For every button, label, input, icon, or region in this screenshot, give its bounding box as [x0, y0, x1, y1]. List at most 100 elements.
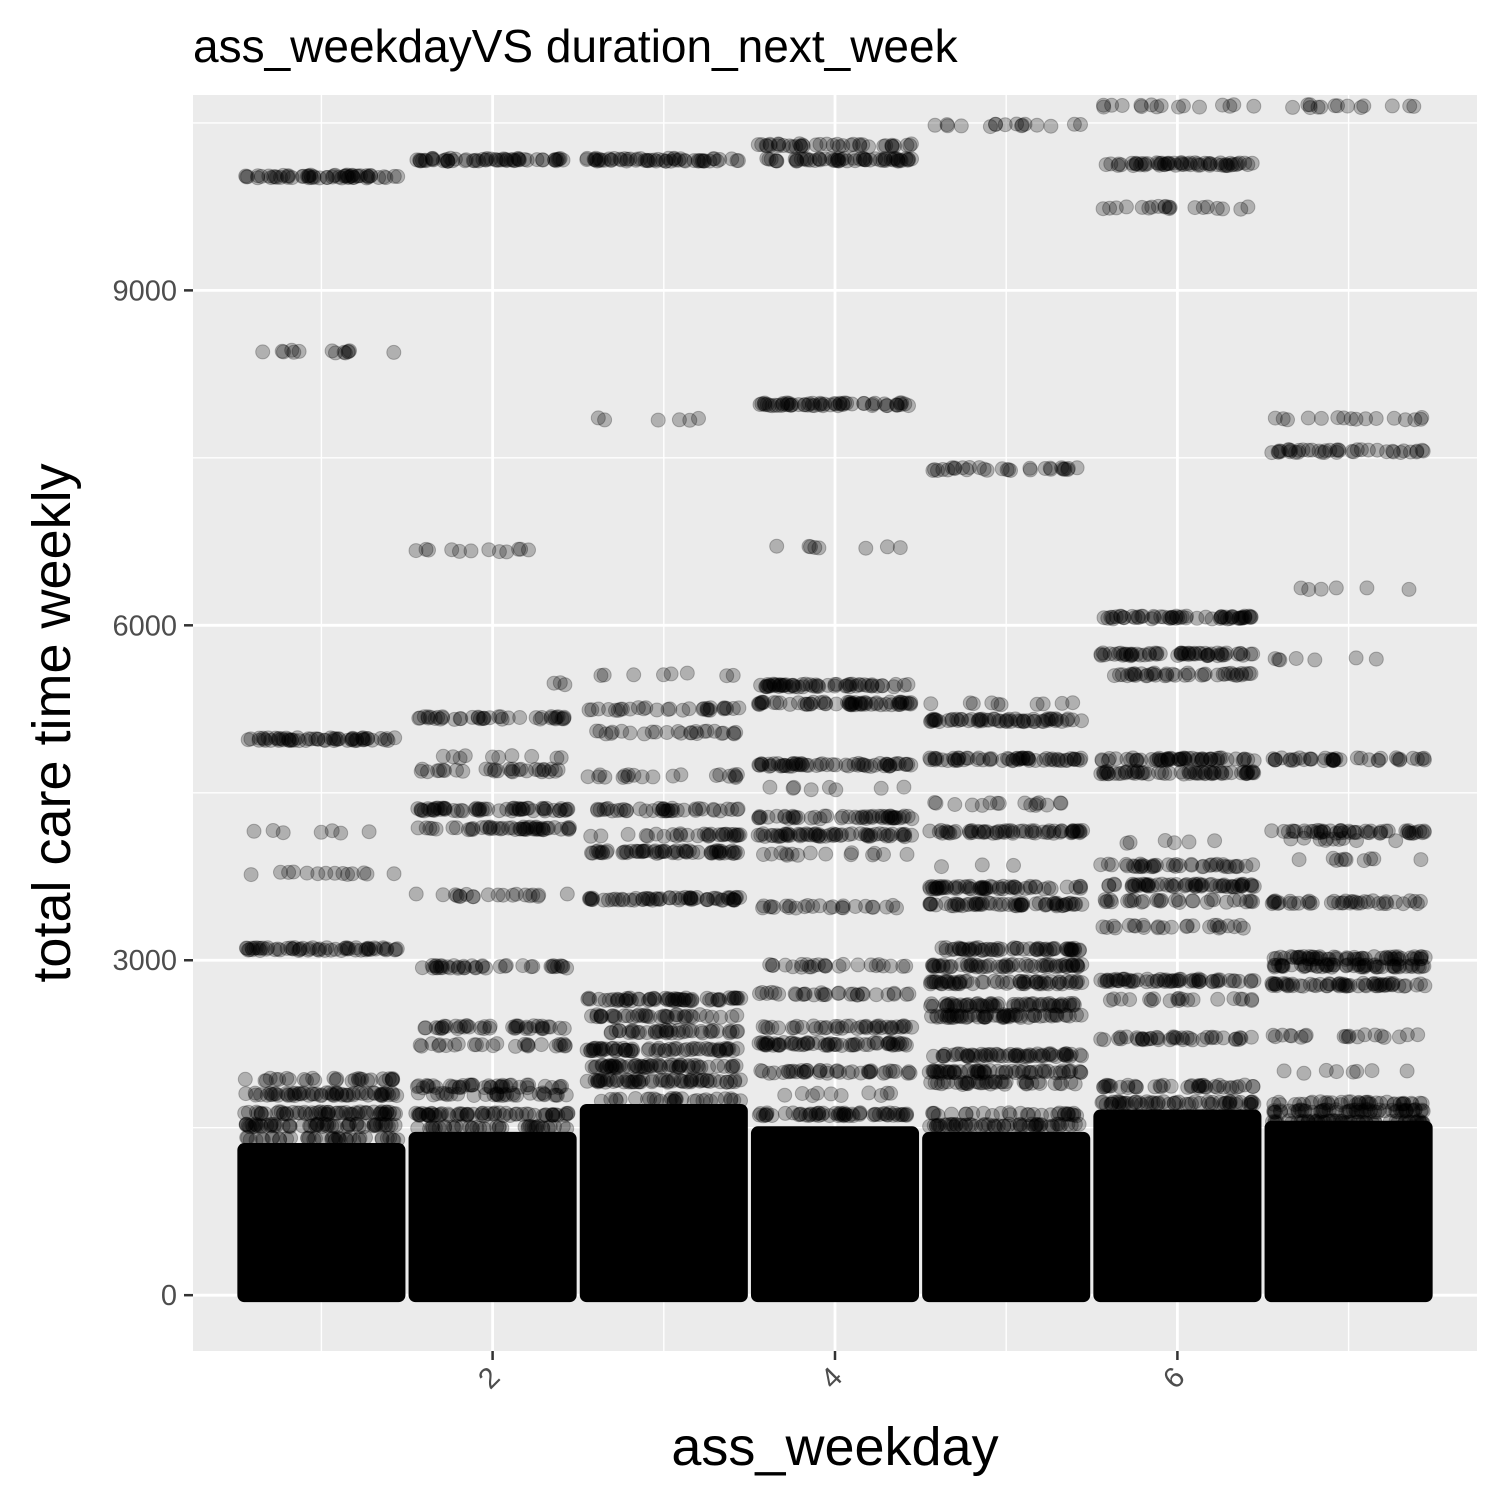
data-point — [443, 150, 458, 166]
data-point — [1326, 1113, 1342, 1129]
data-point — [688, 1041, 704, 1057]
data-point — [412, 1037, 428, 1053]
data-point — [852, 677, 868, 693]
data-point — [470, 709, 486, 725]
data-point — [443, 1086, 459, 1102]
data-point — [490, 887, 506, 903]
data-point — [786, 779, 802, 795]
data-point — [703, 700, 718, 716]
data-points — [237, 97, 1433, 1303]
data-point — [760, 1020, 776, 1036]
data-point — [504, 748, 520, 764]
data-point — [325, 1087, 340, 1103]
data-point — [482, 710, 498, 726]
data-point — [1267, 958, 1283, 973]
data-point — [887, 1064, 903, 1079]
data-point — [240, 1104, 256, 1120]
data-point — [427, 711, 443, 726]
data-point — [306, 169, 321, 184]
data-point — [1018, 824, 1034, 840]
data-point — [359, 866, 375, 882]
data-point — [351, 1119, 367, 1135]
data-point — [605, 992, 621, 1008]
data-point — [378, 1073, 394, 1089]
data-point — [424, 151, 440, 167]
data-point — [279, 1131, 295, 1147]
y-tick-label: 6000 — [112, 610, 177, 642]
data-point — [313, 824, 329, 840]
data-point — [1152, 646, 1168, 662]
data-point — [1215, 647, 1231, 663]
data-point — [296, 1085, 312, 1101]
data-point — [1401, 581, 1417, 597]
data-point — [296, 1072, 312, 1087]
data-point — [251, 732, 267, 748]
data-point — [1142, 991, 1158, 1007]
data-point — [408, 886, 424, 902]
data-point — [371, 170, 387, 185]
data-point — [301, 1087, 317, 1103]
data-point — [302, 1106, 318, 1122]
data-point — [308, 731, 324, 747]
data-point — [1384, 98, 1400, 114]
data-point — [248, 1104, 264, 1120]
data-point — [262, 1085, 278, 1101]
data-point — [350, 168, 366, 184]
data-point — [247, 1085, 263, 1101]
data-point — [291, 1086, 307, 1102]
data-point — [785, 809, 801, 825]
data-point — [374, 1131, 390, 1147]
data-point — [378, 1117, 394, 1133]
data-point — [295, 168, 311, 184]
data-point — [352, 1071, 368, 1087]
data-point — [430, 1086, 446, 1102]
data-point — [1356, 98, 1372, 114]
data-point — [505, 887, 521, 903]
data-point — [390, 1132, 406, 1148]
data-point — [341, 1116, 357, 1132]
data-point — [511, 762, 527, 778]
data-point — [360, 169, 376, 185]
data-point — [346, 1085, 361, 1101]
data-point — [427, 801, 442, 817]
data-point — [240, 732, 256, 748]
data-point — [458, 152, 474, 168]
data-point — [324, 823, 340, 839]
data-point — [982, 119, 998, 135]
data-point — [386, 1132, 402, 1148]
data-point — [285, 941, 300, 957]
data-point — [978, 1048, 994, 1064]
data-point — [410, 801, 426, 817]
data-point — [293, 1086, 309, 1102]
data-point — [1338, 957, 1354, 973]
data-point — [1328, 580, 1344, 596]
data-point — [506, 1087, 522, 1103]
data-point — [1005, 752, 1021, 768]
data-point — [465, 889, 481, 905]
data-point — [258, 941, 274, 957]
data-point — [825, 899, 841, 915]
data-point — [1269, 1115, 1285, 1131]
data-point — [268, 1118, 284, 1134]
data-point — [536, 762, 552, 778]
data-point — [832, 1064, 848, 1080]
data-point — [477, 801, 493, 817]
data-point — [762, 779, 778, 795]
data-point — [353, 168, 368, 184]
data-point — [328, 1086, 344, 1102]
data-point — [900, 677, 916, 692]
data-point — [1164, 919, 1179, 935]
data-point — [324, 1130, 340, 1146]
data-point — [377, 1117, 393, 1133]
data-point — [357, 731, 373, 747]
data-point — [546, 802, 562, 818]
data-point — [254, 168, 269, 184]
data-point — [1269, 978, 1285, 994]
data-point — [266, 1118, 282, 1134]
data-point — [549, 750, 565, 766]
data-point — [378, 170, 394, 186]
data-point — [730, 801, 746, 817]
data-point — [248, 1087, 264, 1103]
data-point — [1167, 1029, 1183, 1045]
data-point — [766, 756, 782, 772]
